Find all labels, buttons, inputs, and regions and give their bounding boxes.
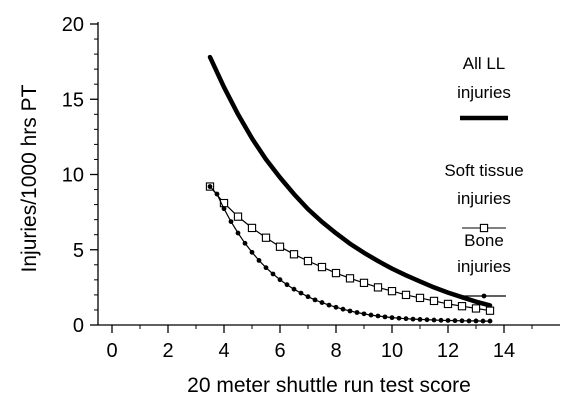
data-point-dot [298,290,304,296]
legend-label: Bone [464,231,504,250]
data-point-dot [424,317,430,323]
data-point-dot [326,302,332,308]
data-point-dot [340,306,346,312]
data-point-dot [228,219,234,225]
legend-item-3: Bone injuries [457,231,511,299]
data-point-dot [438,317,444,323]
data-point-dot [382,314,388,320]
data-point-dot [480,318,486,324]
legend-label: injuries [457,257,511,276]
data-point-dot [319,300,325,305]
legend-label: injuries [457,83,511,102]
data-point-dot [466,318,472,324]
data-point-square [471,304,481,313]
x-tick-label: 6 [274,340,285,362]
data-point-dot [431,317,437,323]
data-point-dot [284,282,290,288]
y-tick-label: 20 [62,14,84,36]
data-point-dot [445,318,451,323]
data-point-dot [221,206,227,212]
data-point-dot [375,313,381,319]
data-point-dot [459,318,465,324]
data-point-square [429,296,439,306]
data-point-square [247,223,257,233]
data-point-dot [452,318,458,324]
legend-label: injuries [457,189,511,208]
series-3 [207,184,493,324]
data-point-dot [396,315,402,321]
x-tick-label: 2 [162,340,173,362]
data-point-dot [249,249,255,255]
x-tick-label: 12 [437,340,459,362]
data-point-dot [410,316,416,322]
x-tick-label: 0 [106,340,117,362]
data-point-square [401,290,411,300]
data-point-dot [312,297,318,303]
y-tick-label: 10 [62,165,84,187]
data-point-square [303,256,313,266]
y-tick-label: 5 [73,240,84,262]
series-2 [205,182,495,315]
x-tick-label: 8 [330,340,341,362]
data-point-dot [417,317,423,322]
legend-item-1: All LL injuries [457,54,511,121]
data-point-square [387,286,397,296]
data-point-square [331,268,341,278]
data-point-dot [333,304,339,310]
data-point-dot [347,308,353,314]
x-tick-label: 4 [218,340,229,362]
legend-label: All LL [463,54,506,73]
data-point-square [443,299,453,309]
data-point-dot [263,265,269,271]
data-point-dot [291,286,297,292]
data-point-dot [473,318,479,324]
data-point-dot [354,310,360,315]
data-point-square [485,306,495,315]
data-point-dot [256,258,262,263]
axes: 0 5 10 15 20 0 2 4 6 8 10 12 14 [62,14,560,362]
data-point-square [457,302,467,311]
data-point-dot [389,315,395,321]
data-point-square [261,233,271,242]
legend-marker [479,223,489,233]
y-tick-label: 15 [62,89,84,111]
data-point-square [275,242,285,251]
data-point-dot [403,316,409,322]
data-point-dot [235,230,241,236]
data-point-dot [305,294,311,300]
x-axis-title: 20 meter shuttle run test score [187,374,471,397]
data-point-dot [487,318,493,324]
data-point-square [415,293,425,303]
data-point-dot [277,277,283,283]
data-point-dot [214,191,220,197]
x-tick-label: 14 [493,340,515,362]
data-point-square [373,283,383,292]
series-line [207,54,493,308]
data-point-square [233,212,243,221]
data-point-dot [242,240,248,246]
series-1 [207,54,493,308]
data-point-square [289,250,299,259]
series-layer [205,54,495,324]
data-point-square [345,274,355,283]
data-point-square [359,278,369,288]
data-point-dot [207,184,213,189]
data-point-dot [361,311,367,317]
legend: All LL injuries Soft tissue injuries Bone inj… [444,54,524,299]
data-point-square [317,262,327,272]
y-axis-title: Injuries/1000 hrs PT [18,84,41,272]
legend-marker [481,293,487,299]
x-tick-label: 10 [381,340,403,362]
legend-label: Soft tissue [444,161,523,180]
y-tick-label: 0 [73,315,84,337]
data-point-dot [368,312,374,318]
legend-item-2: Soft tissue injuries [444,161,524,233]
data-point-dot [270,271,276,277]
